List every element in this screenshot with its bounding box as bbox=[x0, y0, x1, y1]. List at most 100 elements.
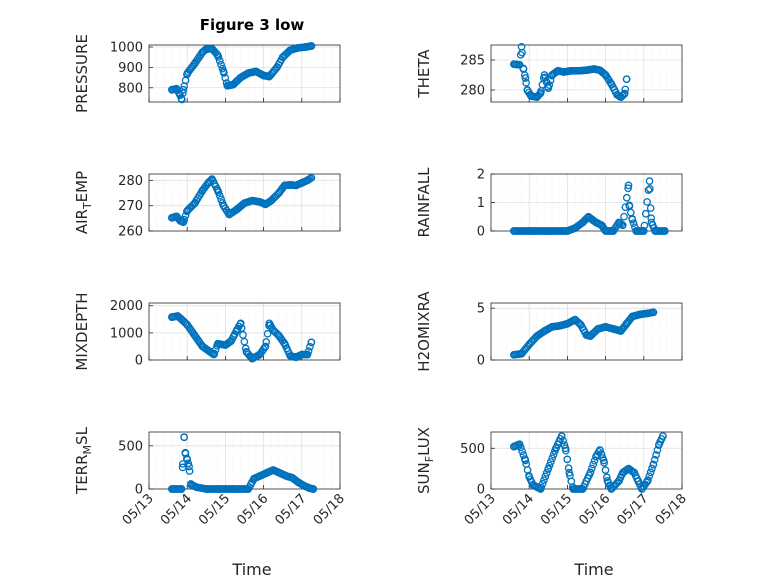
y-axis-label-subscript: F bbox=[423, 456, 436, 462]
data-point bbox=[517, 349, 526, 358]
data-point bbox=[541, 472, 550, 481]
data-point bbox=[599, 456, 608, 465]
x-axis-label-right: Time bbox=[573, 560, 613, 579]
data-point bbox=[248, 354, 256, 363]
subplot-rainfall: 0 1 2 RAINFALL bbox=[415, 167, 683, 240]
axes-box bbox=[490, 44, 683, 103]
data-point bbox=[523, 86, 532, 94]
data-point bbox=[594, 325, 602, 333]
data-point bbox=[559, 68, 568, 76]
data-point bbox=[622, 319, 631, 328]
data-point bbox=[219, 201, 228, 210]
data-point bbox=[563, 319, 572, 328]
data-point bbox=[622, 75, 631, 84]
data-point bbox=[646, 468, 655, 477]
data-point bbox=[525, 472, 534, 481]
y-axis-label: THETA bbox=[415, 49, 433, 99]
data-point bbox=[255, 472, 264, 480]
data-point bbox=[181, 211, 190, 220]
data-point bbox=[219, 67, 228, 76]
data-point bbox=[624, 181, 633, 190]
data-markers bbox=[510, 177, 669, 235]
minor-grid bbox=[156, 432, 333, 489]
data-point bbox=[647, 218, 656, 227]
data-point bbox=[229, 485, 237, 493]
data-point bbox=[628, 312, 637, 321]
data-point bbox=[510, 350, 518, 359]
y-tick-label: 260 bbox=[118, 225, 143, 240]
data-markers bbox=[510, 432, 667, 493]
plot-area bbox=[149, 432, 340, 489]
data-point bbox=[571, 315, 579, 324]
data-point bbox=[576, 320, 585, 329]
data-point bbox=[190, 59, 199, 68]
data-point bbox=[307, 173, 316, 182]
data-point bbox=[307, 42, 316, 50]
data-point bbox=[652, 451, 660, 459]
data-point bbox=[618, 221, 627, 230]
data-point bbox=[190, 199, 199, 207]
data-point bbox=[183, 320, 192, 329]
data-point bbox=[294, 43, 302, 52]
x-tick-label: 05/16 bbox=[234, 491, 271, 528]
data-point bbox=[638, 485, 646, 493]
data-point bbox=[624, 184, 632, 193]
subplot-theta: 280 285 THETA bbox=[415, 42, 683, 103]
data-point bbox=[607, 485, 616, 493]
data-point bbox=[217, 195, 225, 204]
data-point bbox=[307, 338, 316, 347]
data-point bbox=[624, 464, 633, 473]
y-axis-label-subscript: T bbox=[81, 202, 94, 210]
data-point bbox=[620, 212, 628, 221]
y-tick-label: 900 bbox=[118, 61, 143, 76]
data-point bbox=[525, 227, 534, 235]
data-point bbox=[180, 433, 188, 442]
data-point bbox=[192, 483, 201, 492]
data-markers bbox=[168, 433, 318, 493]
data-point bbox=[639, 227, 648, 235]
data-point bbox=[660, 227, 669, 235]
data-point bbox=[273, 63, 281, 72]
y-axis-label-part: MIXDEPTH bbox=[73, 292, 91, 370]
data-point bbox=[552, 444, 560, 453]
data-point bbox=[649, 460, 658, 469]
data-point bbox=[596, 446, 604, 454]
data-point bbox=[548, 322, 556, 331]
data-point bbox=[233, 326, 241, 334]
axes-box bbox=[148, 302, 341, 361]
y-tick-label: 0 bbox=[135, 354, 143, 369]
y-tick-label: 1 bbox=[477, 196, 485, 211]
data-point bbox=[275, 468, 283, 477]
data-point bbox=[561, 444, 570, 453]
data-point bbox=[198, 186, 207, 195]
x-tick-label: 05/18 bbox=[653, 491, 690, 528]
y-tick-label: 5 bbox=[477, 302, 485, 317]
y-axis-label: MIXDEPTH bbox=[73, 292, 91, 370]
data-point bbox=[217, 60, 225, 69]
y-tick-label: 270 bbox=[118, 199, 143, 214]
data-point bbox=[557, 432, 566, 440]
y-axis-label-part: RAINFALL bbox=[415, 167, 433, 238]
x-tick-label: 05/15 bbox=[196, 491, 233, 528]
x-tick-label: 05/18 bbox=[311, 491, 348, 528]
y-tick-label: 2 bbox=[477, 168, 485, 183]
x-tick-label: 05/17 bbox=[615, 491, 652, 528]
data-point bbox=[221, 341, 230, 349]
y-axis-label: PRESSURE bbox=[73, 34, 91, 113]
data-point bbox=[198, 342, 207, 351]
data-point bbox=[601, 322, 610, 331]
data-point bbox=[202, 45, 211, 53]
y-axis-label: SUNFLUX bbox=[415, 427, 436, 494]
data-point bbox=[252, 67, 260, 76]
y-axis-label-part: SL bbox=[73, 426, 91, 445]
data-point bbox=[515, 60, 524, 69]
x-tick-label: 05/17 bbox=[273, 491, 310, 528]
data-point bbox=[242, 348, 251, 356]
data-point bbox=[655, 440, 663, 449]
data-point bbox=[544, 84, 553, 93]
data-point bbox=[648, 464, 656, 473]
data-point bbox=[548, 454, 557, 463]
data-point bbox=[521, 456, 530, 465]
data-point bbox=[578, 218, 587, 227]
